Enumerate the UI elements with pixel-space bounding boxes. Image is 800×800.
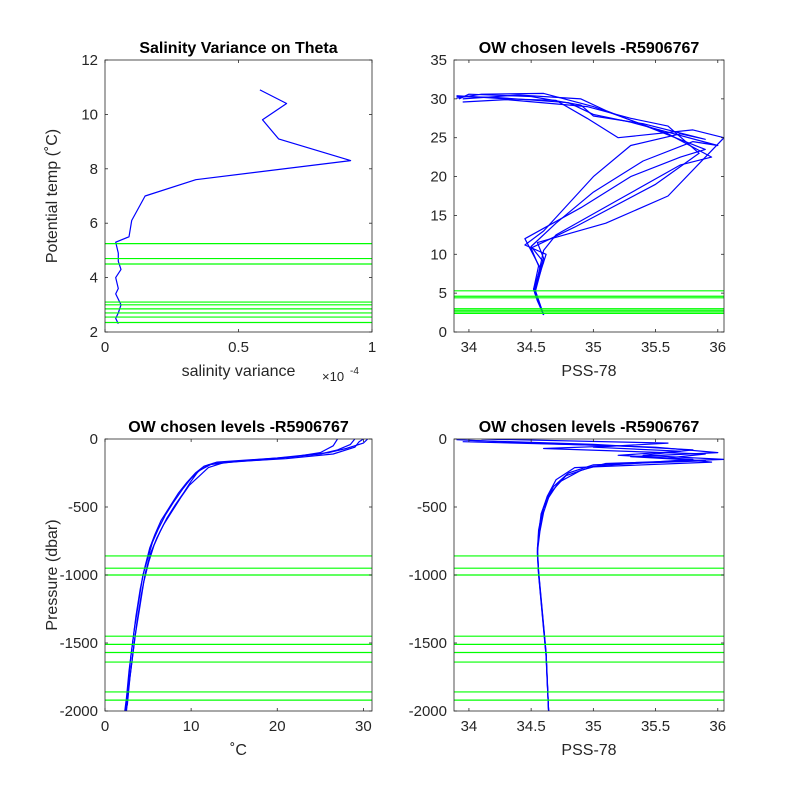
- chart-title: OW chosen levels -R5906767: [128, 419, 349, 436]
- series-line-3: [456, 92, 713, 316]
- y-tick-label: 10: [81, 106, 98, 123]
- x-tick-label: 10: [183, 718, 200, 735]
- x-tick-label: 0: [101, 718, 109, 735]
- x-tick-label: 20: [269, 718, 286, 735]
- chart-title: Salinity Variance on Theta: [139, 40, 337, 57]
- data-layer: [454, 439, 724, 711]
- y-tick-label: 0: [439, 324, 447, 341]
- x-axis-label: PSS-78: [561, 363, 616, 380]
- x-tick-label: 1: [368, 339, 376, 356]
- x-tick-label: 35: [585, 718, 602, 735]
- x-axis-label: PSS-78: [561, 742, 616, 759]
- data-layer: [105, 89, 372, 325]
- axes-box: [453, 59, 725, 333]
- x-tick-label: 36: [709, 339, 726, 356]
- y-tick-label: 5: [439, 285, 447, 302]
- series-line-5: [458, 93, 706, 316]
- series-line-0: [115, 89, 352, 325]
- y-tick-label: -2000: [409, 703, 447, 720]
- panel-tp: 0 10 20 30 -2000 -1500 -1000 -500 0 OW chosen lev…: [44, 419, 373, 759]
- x-tick-label: 36: [709, 718, 726, 735]
- y-tick-label: 0: [90, 431, 98, 448]
- y-tick-label: 8: [90, 161, 98, 178]
- x-exponent-base: ×10: [322, 369, 344, 384]
- series-line-3: [125, 439, 364, 711]
- panel-sp: 34 34.5 35 35.5 36 -2000 -1500 -1000 -500 0 OW cho…: [409, 419, 726, 759]
- chart-title: OW chosen levels -R5906767: [479, 419, 700, 436]
- panel-ts: 34 34.5 35 35.5 36 0 5 10 15 20 25 30 35 OW chosen le…: [430, 40, 726, 380]
- y-tick-label: 25: [430, 130, 447, 147]
- x-tick-label: 0: [101, 339, 109, 356]
- y-tick-label: 35: [430, 52, 447, 69]
- y-tick-label: -500: [417, 499, 447, 516]
- y-tick-label: -1000: [409, 567, 447, 584]
- x-tick-label: 35.5: [641, 718, 670, 735]
- series-line-3: [481, 439, 694, 711]
- y-tick-label: -1500: [60, 635, 98, 652]
- y-tick-label: 10: [430, 246, 447, 263]
- y-tick-label: -500: [68, 499, 98, 516]
- y-tick-label: 15: [430, 207, 447, 224]
- x-tick-label: 0.5: [228, 339, 249, 356]
- x-tick-label: 34: [461, 339, 478, 356]
- x-exponent-power: -4: [350, 366, 359, 377]
- data-layer: [105, 439, 372, 711]
- y-tick-label: -1500: [409, 635, 447, 652]
- x-tick-label: 34: [461, 718, 478, 735]
- x-tick-label: 34.5: [517, 339, 546, 356]
- chart-title: OW chosen levels -R5906767: [479, 40, 700, 57]
- y-tick-label: 30: [430, 91, 447, 108]
- y-tick-label: 2: [90, 324, 98, 341]
- x-tick-label: 34.5: [517, 718, 546, 735]
- y-tick-label: -1000: [60, 567, 98, 584]
- x-tick-label: 35.5: [641, 339, 670, 356]
- x-axis-label: salinity variance: [182, 363, 296, 380]
- y-tick-label: 12: [81, 52, 98, 69]
- plot-area: [105, 60, 372, 332]
- series-line-4: [462, 99, 700, 316]
- y-tick-label: 20: [430, 169, 447, 186]
- series-line-1: [125, 439, 356, 711]
- y-tick-label: 0: [439, 431, 447, 448]
- data-layer: [454, 92, 724, 316]
- y-tick-label: 6: [90, 215, 98, 232]
- x-tick-label: 35: [585, 339, 602, 356]
- y-axis-label: Pressure (dbar): [44, 519, 61, 630]
- y-tick-label: 4: [90, 270, 98, 287]
- y-axis-label: Potential temp (˚C): [44, 129, 61, 263]
- x-tick-label: 30: [355, 718, 372, 735]
- y-tick-label: -2000: [60, 703, 98, 720]
- x-axis-label: ˚C: [230, 742, 247, 759]
